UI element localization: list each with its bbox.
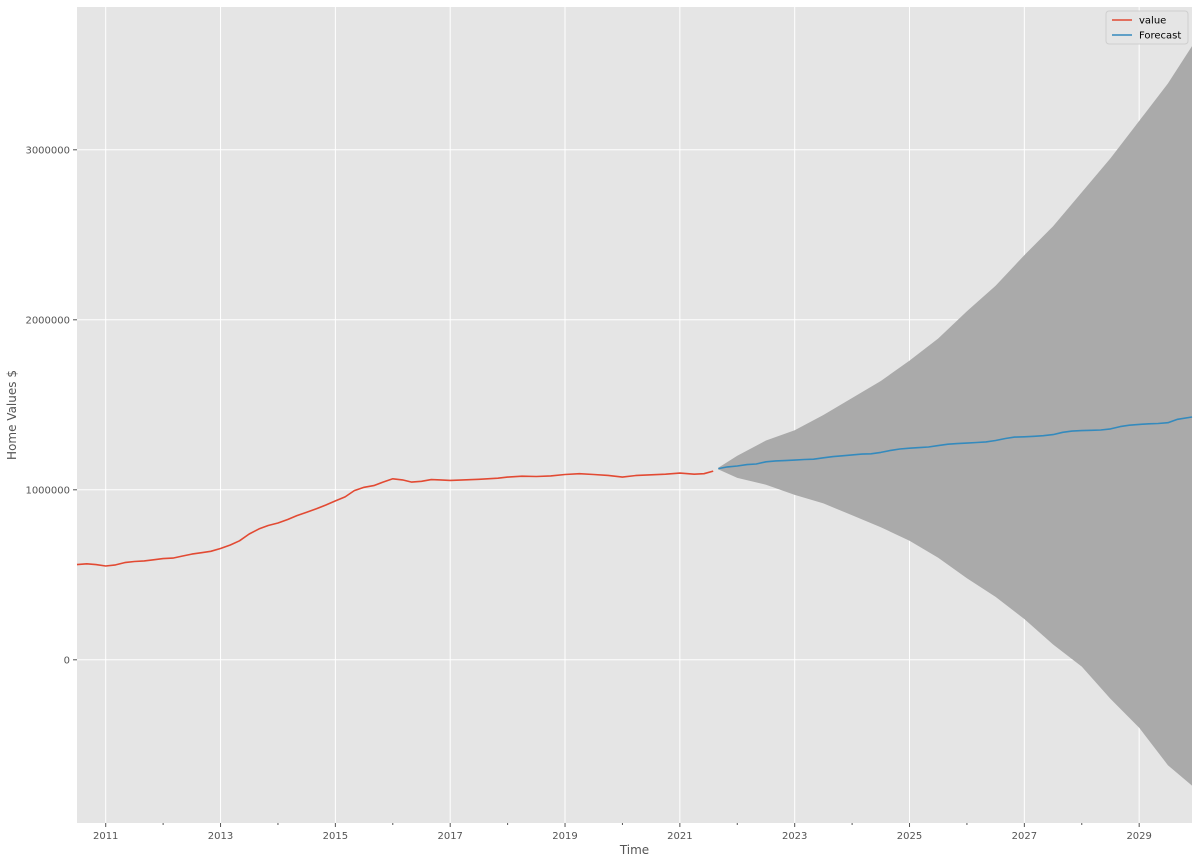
y-axis-label: Home Values $ — [5, 370, 19, 460]
x-tick-label: 2023 — [782, 831, 807, 842]
y-tick-label: 2000000 — [25, 315, 70, 326]
confidence-interval — [718, 46, 1192, 786]
x-tick-label: 2015 — [323, 831, 348, 842]
x-tick-label: 2019 — [552, 831, 577, 842]
x-tick-label: 2011 — [93, 831, 118, 842]
legend: value Forecast — [1105, 10, 1189, 45]
legend-forecast-label: Forecast — [1139, 31, 1181, 42]
confidence-band — [718, 46, 1192, 786]
y-tick-label: 3000000 — [25, 145, 70, 156]
x-tick-label: 2013 — [208, 831, 233, 842]
series-lines — [76, 416, 1193, 567]
x-tick-label: 2021 — [667, 831, 692, 842]
x-tick-label: 2029 — [1126, 831, 1151, 842]
axis-ticks: 2011 2013 2015 2017 2019 2021 2023 2025 2027 2029… — [25, 145, 1151, 842]
x-tick-label: 2017 — [437, 831, 462, 842]
legend-value-label: value — [1139, 16, 1166, 27]
y-tick-label: 1000000 — [25, 485, 70, 496]
x-tick-label: 2025 — [897, 831, 922, 842]
x-tick-label: 2027 — [1012, 831, 1037, 842]
value-series-line — [76, 470, 714, 567]
x-axis-label: Time — [619, 843, 649, 857]
forecast-series-line — [718, 416, 1193, 470]
y-tick-label: 0 — [64, 655, 70, 666]
